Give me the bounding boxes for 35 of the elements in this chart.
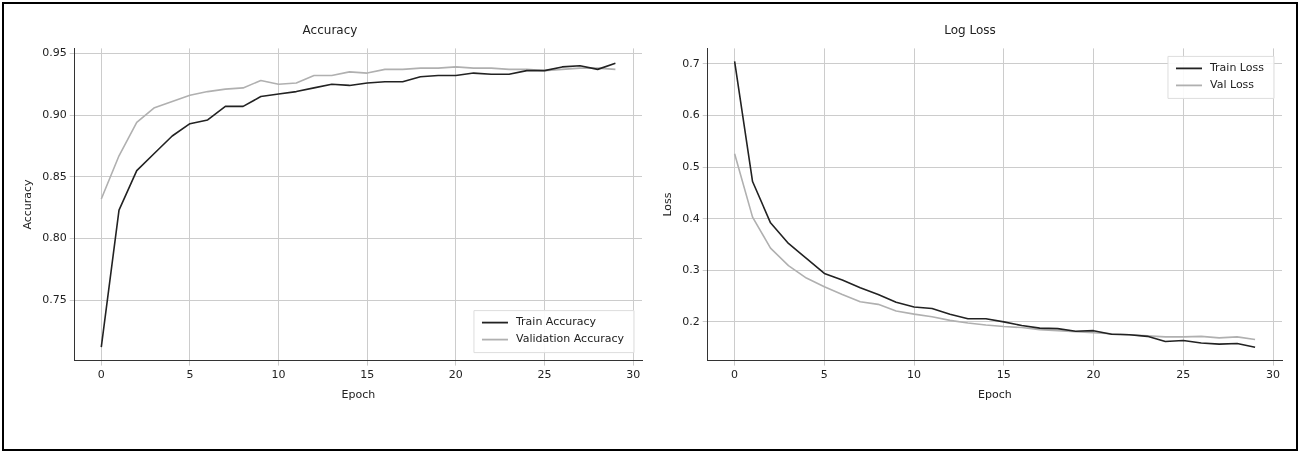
y-tick-label: 0.75 xyxy=(42,292,67,306)
x-tick-label: 25 xyxy=(1176,368,1191,382)
chart-title: Log Loss xyxy=(944,23,996,38)
x-tick-label: 30 xyxy=(626,368,641,382)
legend-label: Validation Accuracy xyxy=(515,332,625,346)
y-axis-title: Accuracy xyxy=(21,178,35,230)
legend-label: Train Accuracy xyxy=(514,315,597,329)
y-axis-title: Loss xyxy=(661,192,675,217)
y-tick-label: 0.6 xyxy=(682,108,700,122)
legend-label: Val Loss xyxy=(1209,78,1255,92)
x-tick-label: 20 xyxy=(448,368,463,382)
x-tick-label: 0 xyxy=(97,368,105,382)
x-tick-label: 0 xyxy=(731,368,739,382)
x-tick-label: 20 xyxy=(1086,368,1101,382)
y-tick-label: 0.2 xyxy=(682,314,700,328)
x-tick-label: 15 xyxy=(360,368,375,382)
chart-title: Accuracy xyxy=(302,23,358,38)
x-tick-label: 30 xyxy=(1266,368,1281,382)
x-tick-label: 15 xyxy=(996,368,1011,382)
legend-label: Train Loss xyxy=(1208,61,1265,75)
x-tick-label: 5 xyxy=(186,368,194,382)
y-tick-label: 0.90 xyxy=(42,107,67,121)
x-tick-label: 25 xyxy=(537,368,552,382)
x-axis-title: Epoch xyxy=(341,388,376,402)
y-tick-label: 0.95 xyxy=(42,46,67,60)
x-tick-label: 5 xyxy=(820,368,828,382)
y-tick-label: 0.4 xyxy=(682,211,700,225)
x-axis-title: Epoch xyxy=(978,388,1012,402)
y-tick-label: 0.7 xyxy=(682,56,700,70)
x-tick-label: 10 xyxy=(271,368,286,382)
y-tick-label: 0.85 xyxy=(42,169,67,183)
x-tick-label: 10 xyxy=(907,368,922,382)
y-tick-label: 0.3 xyxy=(682,263,700,277)
y-tick-label: 0.5 xyxy=(682,159,700,173)
y-tick-label: 0.80 xyxy=(42,231,67,245)
